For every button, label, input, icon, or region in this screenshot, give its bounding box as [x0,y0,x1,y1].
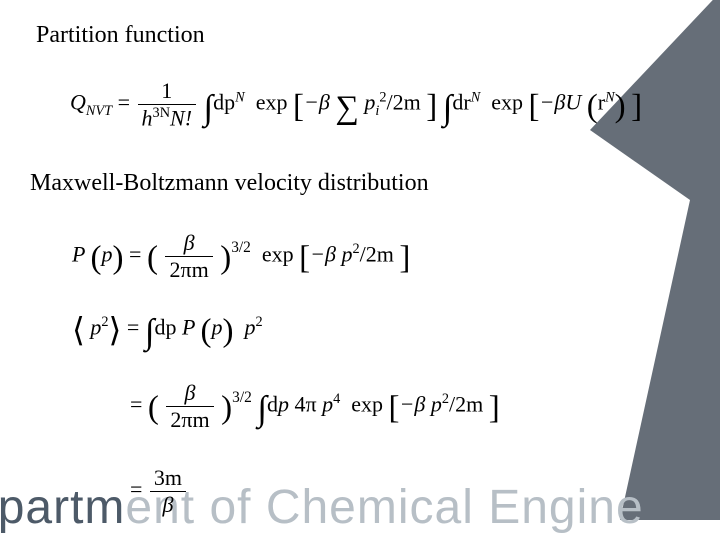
equation-partition-function: QNVT = 1 h3NN! ∫dpN exp [−β ∑ pi2/2m ] ∫… [70,78,642,131]
watermark-text-light: ent of Chemical Engine [125,481,643,534]
equation-p-squared-result: = 3m β [130,465,188,518]
equation-p-squared-expanded: = ( β 2πm )3/2 ∫dp 4π p4 exp [−β p2/2m ] [130,380,500,433]
watermark-text: epartment of Chemical Engine [0,480,644,535]
heading-partition-function: Partition function [36,22,205,49]
equation-mb-probability: P (p) = ( β 2πm )3/2 exp [−β p2/2m ] [72,230,410,283]
equation-p-squared-avg: ⟨ p2⟩ = ∫dp P (p) p2 [72,310,263,350]
watermark-text-dark: epartm [0,481,125,534]
heading-maxwell-boltzmann: Maxwell-Boltzmann velocity distribution [30,170,429,197]
